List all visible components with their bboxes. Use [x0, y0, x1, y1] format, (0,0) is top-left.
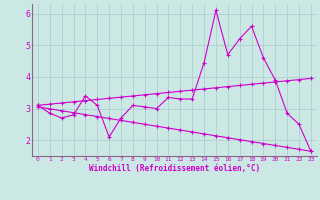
X-axis label: Windchill (Refroidissement éolien,°C): Windchill (Refroidissement éolien,°C) [89, 164, 260, 173]
